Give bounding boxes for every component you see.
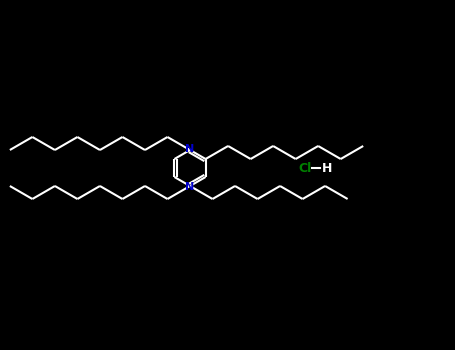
Text: N: N [185,182,195,192]
Text: H: H [322,161,332,175]
Text: N: N [185,144,195,154]
Text: Cl: Cl [298,161,311,175]
